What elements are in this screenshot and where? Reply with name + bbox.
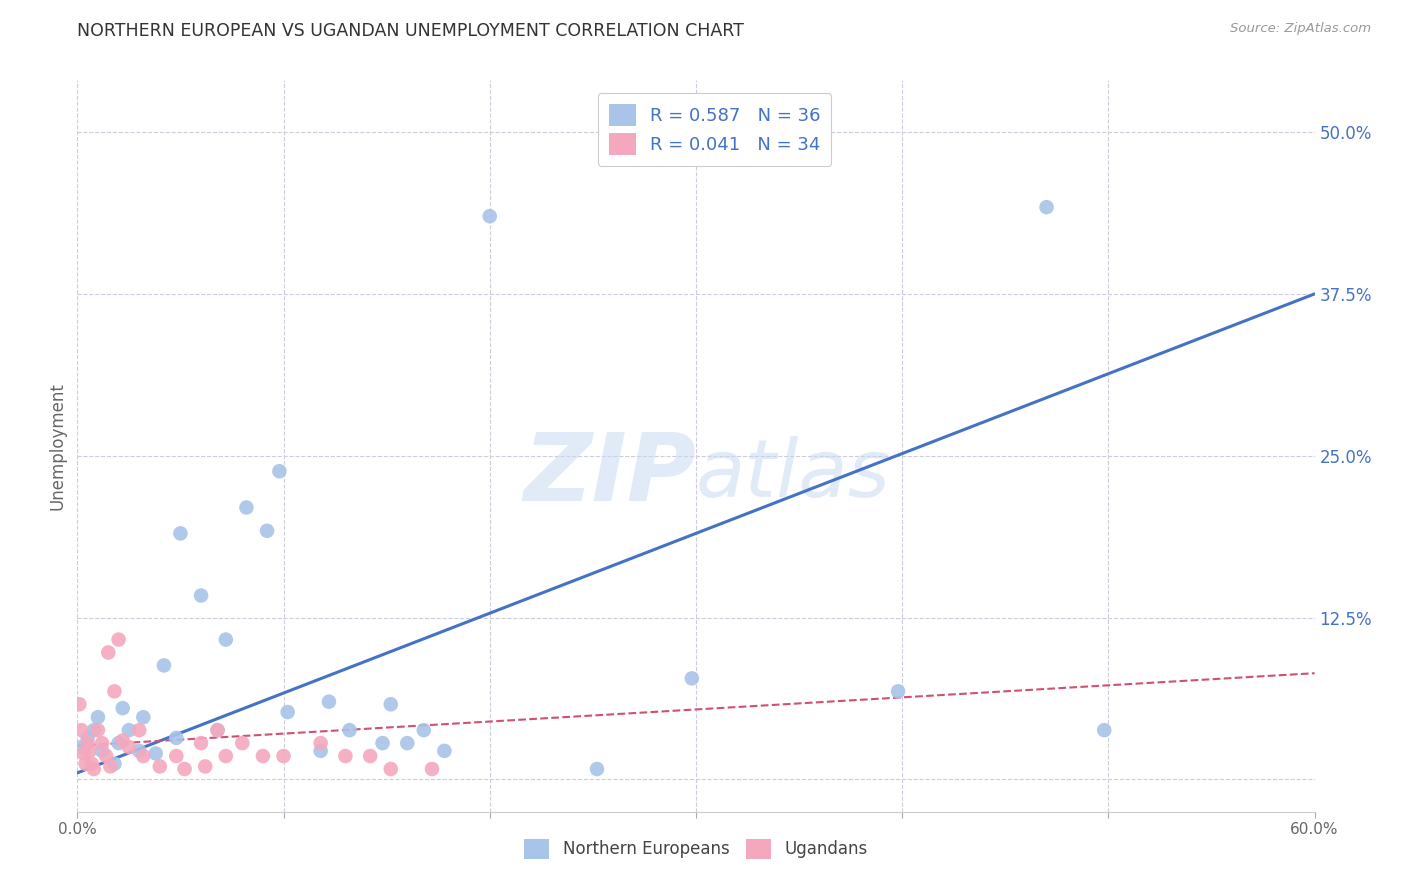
Text: ZIP: ZIP [523, 429, 696, 521]
Point [215, 749, 238, 764]
Point [359, 749, 381, 764]
Point [380, 698, 402, 712]
Point [309, 744, 332, 758]
Point [97, 645, 120, 659]
Point [96, 749, 118, 764]
Point [235, 500, 257, 515]
Point [173, 762, 195, 776]
Point [252, 749, 274, 764]
Point [273, 749, 295, 764]
Point [215, 632, 238, 647]
Point [309, 736, 332, 750]
Point [80, 756, 103, 771]
Point [107, 632, 129, 647]
Point [318, 695, 340, 709]
Point [118, 739, 141, 754]
Point [277, 705, 299, 719]
Point [586, 762, 609, 776]
Point [87, 710, 110, 724]
Legend: Northern Europeans, Ugandans: Northern Europeans, Ugandans [517, 832, 875, 865]
Point [256, 524, 278, 538]
Point [396, 736, 419, 750]
Point [83, 762, 105, 776]
Point [67, 698, 90, 712]
Point [1092, 723, 1115, 738]
Point [681, 672, 703, 686]
Point [165, 749, 187, 764]
Point [1035, 200, 1057, 214]
Point [76, 736, 98, 750]
Point [231, 736, 253, 750]
Point [91, 736, 114, 750]
Point [98, 759, 121, 773]
Text: Source: ZipAtlas.com: Source: ZipAtlas.com [1230, 22, 1371, 36]
Point [91, 744, 114, 758]
Point [190, 589, 212, 603]
Point [76, 731, 98, 745]
Text: atlas: atlas [696, 436, 891, 515]
Point [371, 736, 394, 750]
Point [111, 733, 134, 747]
Point [75, 756, 97, 771]
Point [169, 526, 191, 541]
Point [190, 736, 212, 750]
Point [339, 723, 361, 738]
Point [70, 723, 93, 738]
Point [335, 749, 357, 764]
Point [128, 744, 150, 758]
Point [132, 710, 155, 724]
Point [153, 658, 176, 673]
Point [128, 723, 150, 738]
Point [412, 723, 434, 738]
Point [207, 723, 229, 738]
Point [79, 744, 101, 758]
Text: NORTHERN EUROPEAN VS UGANDAN UNEMPLOYMENT CORRELATION CHART: NORTHERN EUROPEAN VS UGANDAN UNEMPLOYMEN… [77, 22, 744, 40]
Point [207, 723, 229, 738]
Point [145, 747, 167, 761]
Point [478, 209, 501, 223]
Point [165, 731, 187, 745]
Point [433, 744, 456, 758]
Point [194, 759, 217, 773]
Point [70, 739, 93, 754]
Y-axis label: Unemployment: Unemployment [48, 382, 66, 510]
Point [72, 747, 94, 761]
Point [103, 756, 125, 771]
Point [132, 749, 155, 764]
Point [118, 723, 141, 738]
Point [380, 762, 402, 776]
Point [111, 701, 134, 715]
Point [269, 464, 291, 478]
Point [103, 684, 125, 698]
Point [149, 759, 172, 773]
Point [87, 723, 110, 738]
Point [887, 684, 910, 698]
Point [83, 723, 105, 738]
Point [420, 762, 443, 776]
Point [107, 736, 129, 750]
